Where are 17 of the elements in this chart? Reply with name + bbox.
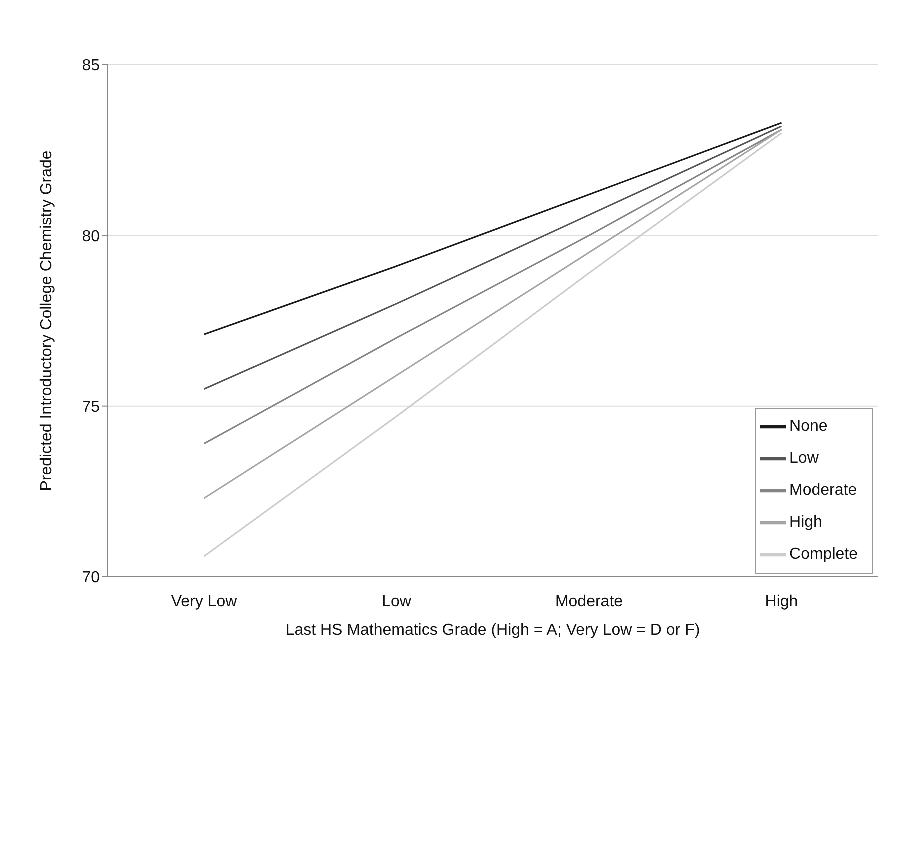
x-tick-label: High	[765, 593, 798, 610]
legend-label: Moderate	[790, 482, 858, 499]
legend-label: None	[790, 418, 828, 435]
legend-label: Low	[790, 450, 819, 467]
x-tick-label: Moderate	[555, 593, 624, 610]
x-axis-title: Last HS Mathematics Grade (High = A; Very Low = D or F)	[286, 622, 700, 639]
line-series	[203, 122, 783, 336]
x-tick-label: Very Low	[171, 593, 238, 610]
y-tick-label: 85	[82, 58, 100, 75]
y-axis-title: Predicted Introductory College Chemistry Grade	[38, 150, 56, 492]
y-tick-label: 80	[82, 228, 100, 246]
legend-label: Complete	[790, 546, 858, 563]
y-tick-label: 75	[82, 399, 100, 416]
y-tick-label: 70	[82, 570, 100, 587]
line-series	[203, 126, 783, 390]
legend-label: High	[790, 514, 822, 531]
x-tick-label: Low	[382, 593, 412, 610]
